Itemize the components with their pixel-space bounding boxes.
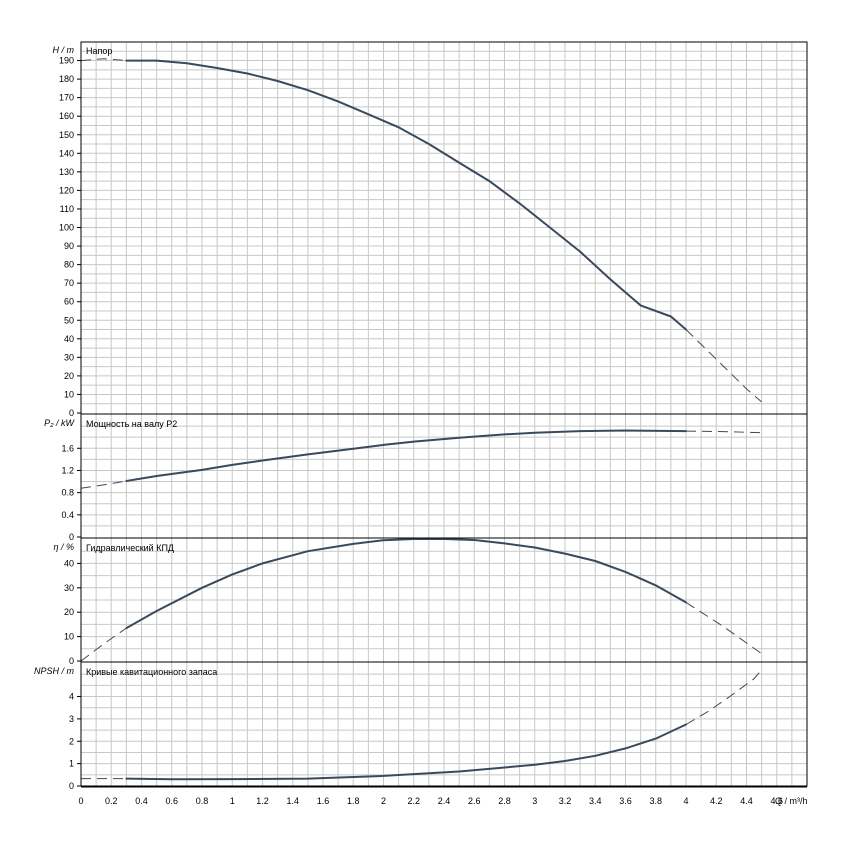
y-tick-label: 0 xyxy=(69,656,74,666)
y-tick-label: 160 xyxy=(59,111,74,121)
y-tick-label: 0.8 xyxy=(61,488,74,498)
y-tick-label: 150 xyxy=(59,130,74,140)
x-tick-label: 2.2 xyxy=(407,796,420,806)
x-tick-label: 0 xyxy=(78,796,83,806)
x-tick-label: 1.8 xyxy=(347,796,360,806)
y-tick-label: 3 xyxy=(69,714,74,724)
y-tick-label: 30 xyxy=(64,583,74,593)
x-tick-label: 1.4 xyxy=(286,796,299,806)
x-tick-label: 3.6 xyxy=(619,796,632,806)
y-tick-label: 80 xyxy=(64,260,74,270)
y-tick-label: 0.4 xyxy=(61,510,74,520)
y-tick-label: 140 xyxy=(59,148,74,158)
y-tick-label: 10 xyxy=(64,389,74,399)
x-tick-label: 3.4 xyxy=(589,796,602,806)
panel-title: Гидравлический КПД xyxy=(86,543,174,553)
x-tick-label: 2.8 xyxy=(498,796,511,806)
y-tick-label: 2 xyxy=(69,736,74,746)
chart-frame xyxy=(80,41,808,787)
x-axis-label: Q / m³/h xyxy=(775,796,808,806)
curve-solid-npsh xyxy=(125,723,687,781)
y-tick-label: 100 xyxy=(59,223,74,233)
y-tick-label: 190 xyxy=(59,56,74,66)
curve-dashed-power xyxy=(80,480,127,489)
x-tick-label: 3 xyxy=(532,796,537,806)
y-tick-label: 10 xyxy=(64,632,74,642)
x-tick-label: 4.4 xyxy=(740,796,753,806)
y-tick-label: 0 xyxy=(69,532,74,542)
x-tick-label: 4 xyxy=(683,796,688,806)
x-tick-label: 2.6 xyxy=(468,796,481,806)
y-tick-label: 50 xyxy=(64,315,74,325)
y-tick-label: 40 xyxy=(64,558,74,568)
x-tick-label: 3.2 xyxy=(559,796,572,806)
x-tick-label: 1.6 xyxy=(317,796,330,806)
y-tick-label: 70 xyxy=(64,278,74,288)
y-tick-label: 170 xyxy=(59,93,74,103)
y-tick-label: 40 xyxy=(64,334,74,344)
y-tick-label: 130 xyxy=(59,167,74,177)
y-tick-label: 1.2 xyxy=(61,465,74,475)
y-tick-label: 180 xyxy=(59,74,74,84)
x-tick-label: 1.2 xyxy=(256,796,269,806)
curve-dashed-efficiency xyxy=(80,627,127,662)
curve-dashed-npsh xyxy=(685,669,762,725)
y-tick-label: 0 xyxy=(69,408,74,418)
panel-title: Кривые кавитационного запаса xyxy=(86,667,217,677)
y-tick-label: 60 xyxy=(64,297,74,307)
curve-dashed-efficiency xyxy=(685,601,762,655)
curve-solid-efficiency xyxy=(125,538,687,630)
y-tick-label: 20 xyxy=(64,607,74,617)
y-tick-label: 1.6 xyxy=(61,443,74,453)
curves-layer xyxy=(80,58,762,781)
x-tick-label: 0.8 xyxy=(196,796,209,806)
y-axis-label: H / m xyxy=(53,45,75,55)
y-tick-label: 90 xyxy=(64,241,74,251)
x-tick-label: 0.2 xyxy=(105,796,118,806)
frame-layer xyxy=(77,41,808,788)
y-tick-label: 1 xyxy=(69,759,74,769)
y-tick-label: 110 xyxy=(60,204,74,214)
x-tick-label: 4.2 xyxy=(710,796,723,806)
x-tick-label: 0.6 xyxy=(165,796,178,806)
y-axis-label: P₂ / kW xyxy=(44,418,75,428)
curve-solid-power xyxy=(125,429,687,482)
panel-title: Мощность на валу P2 xyxy=(86,419,177,429)
y-tick-label: 120 xyxy=(59,185,74,195)
y-tick-label: 0 xyxy=(69,781,74,791)
x-tick-label: 2 xyxy=(381,796,386,806)
y-tick-label: 20 xyxy=(64,371,74,381)
curve-dashed-head xyxy=(685,329,762,403)
panel-title: Напор xyxy=(86,46,112,56)
labels-layer: Q / m³/h 0 0.2 0.4 0.6 0.8 1 1.2 1.4 1.6 1.8 2 2.2 2… xyxy=(34,45,808,806)
y-tick-label: 4 xyxy=(69,692,74,702)
curve-dashed-head xyxy=(80,58,127,62)
y-axis-label: η / % xyxy=(53,542,74,552)
x-tick-label: 3.8 xyxy=(649,796,662,806)
x-tick-label: 1 xyxy=(230,796,235,806)
x-tick-label: 4.6 xyxy=(770,796,783,806)
curve-dashed-power xyxy=(685,430,762,434)
x-tick-label: 2.4 xyxy=(438,796,451,806)
curve-solid-head xyxy=(125,59,687,331)
y-tick-label: 30 xyxy=(64,352,74,362)
y-axis-label: NPSH / m xyxy=(34,666,75,676)
x-tick-label: 0.4 xyxy=(135,796,148,806)
